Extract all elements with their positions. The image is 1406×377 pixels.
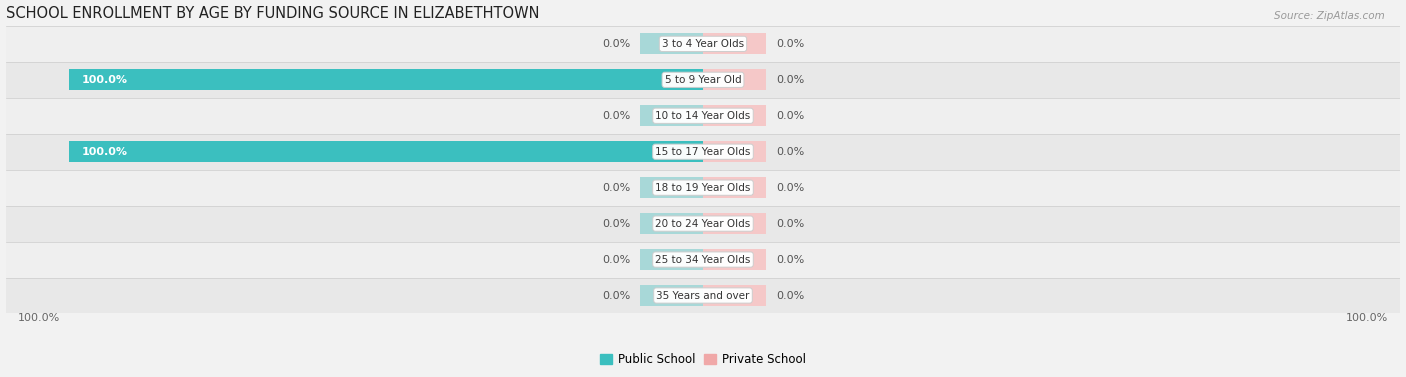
Text: 5 to 9 Year Old: 5 to 9 Year Old (665, 75, 741, 85)
Text: Source: ZipAtlas.com: Source: ZipAtlas.com (1274, 11, 1385, 21)
Text: 0.0%: 0.0% (602, 39, 630, 49)
Bar (640, 249, 703, 270)
Text: 0.0%: 0.0% (602, 254, 630, 265)
Bar (6, 205, 1400, 242)
Text: 10 to 14 Year Olds: 10 to 14 Year Olds (655, 111, 751, 121)
Text: 0.0%: 0.0% (776, 291, 804, 300)
Bar (6, 134, 1400, 170)
Text: 0.0%: 0.0% (602, 219, 630, 228)
Bar (703, 34, 766, 54)
Text: 100.0%: 100.0% (82, 75, 128, 85)
Text: 18 to 19 Year Olds: 18 to 19 Year Olds (655, 183, 751, 193)
Text: 35 Years and over: 35 Years and over (657, 291, 749, 300)
Bar (703, 177, 766, 198)
Text: 0.0%: 0.0% (776, 219, 804, 228)
Bar (640, 285, 703, 306)
Bar (640, 34, 703, 54)
Text: 0.0%: 0.0% (776, 254, 804, 265)
Text: 20 to 24 Year Olds: 20 to 24 Year Olds (655, 219, 751, 228)
Bar (703, 69, 766, 90)
Text: 15 to 17 Year Olds: 15 to 17 Year Olds (655, 147, 751, 157)
Text: 0.0%: 0.0% (776, 111, 804, 121)
Bar (6, 62, 1400, 98)
Text: 0.0%: 0.0% (776, 183, 804, 193)
Text: 0.0%: 0.0% (776, 75, 804, 85)
Bar (640, 105, 703, 126)
Text: 0.0%: 0.0% (602, 183, 630, 193)
Text: 25 to 34 Year Olds: 25 to 34 Year Olds (655, 254, 751, 265)
Legend: Public School, Private School: Public School, Private School (595, 348, 811, 371)
Text: 100.0%: 100.0% (82, 147, 128, 157)
Bar (703, 285, 766, 306)
Bar (640, 177, 703, 198)
Bar (6, 170, 1400, 205)
Bar (69, 69, 703, 90)
Text: 0.0%: 0.0% (602, 291, 630, 300)
Bar (703, 141, 766, 162)
Bar (6, 26, 1400, 62)
Bar (703, 249, 766, 270)
Bar (6, 277, 1400, 314)
Text: 3 to 4 Year Olds: 3 to 4 Year Olds (662, 39, 744, 49)
Text: 100.0%: 100.0% (18, 313, 60, 323)
Text: 0.0%: 0.0% (776, 147, 804, 157)
Text: 0.0%: 0.0% (602, 111, 630, 121)
Bar (703, 105, 766, 126)
Bar (640, 213, 703, 234)
Text: 0.0%: 0.0% (776, 39, 804, 49)
Bar (6, 98, 1400, 134)
Bar (69, 141, 703, 162)
Text: 100.0%: 100.0% (1346, 313, 1388, 323)
Bar (6, 242, 1400, 277)
Text: SCHOOL ENROLLMENT BY AGE BY FUNDING SOURCE IN ELIZABETHTOWN: SCHOOL ENROLLMENT BY AGE BY FUNDING SOUR… (6, 6, 538, 21)
Bar (703, 213, 766, 234)
